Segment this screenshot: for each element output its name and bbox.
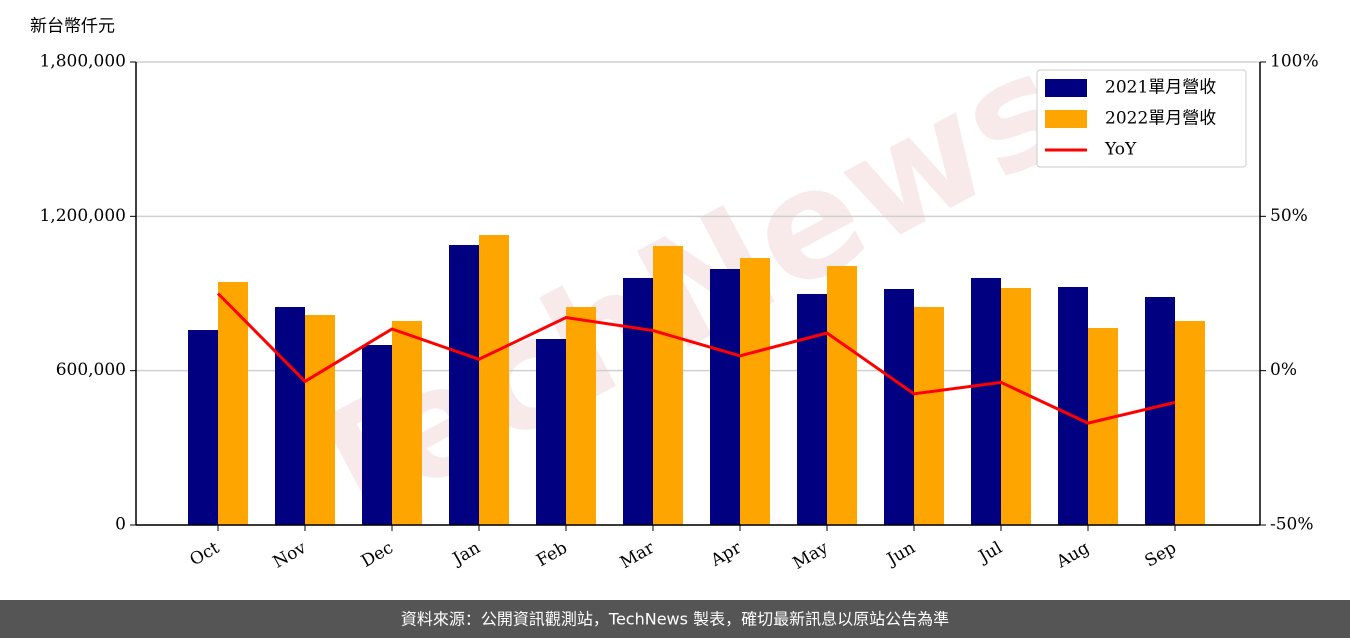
yoy-line [216, 292, 1176, 425]
x-tick-label: Jul [974, 538, 1006, 568]
legend-swatch [1045, 79, 1087, 97]
bar [653, 245, 683, 525]
bar [566, 307, 596, 525]
x-tick-label: May [790, 538, 833, 574]
bar [449, 244, 479, 525]
bar [536, 339, 566, 525]
y2-tick-label: 50% [1270, 206, 1308, 226]
y-tick-label: 1,800,000 [39, 52, 126, 72]
legend-box [1036, 69, 1247, 168]
legend-label: 2022單月營收 [1105, 109, 1216, 129]
bar [710, 268, 740, 525]
y2-tick-label: 100% [1270, 52, 1319, 72]
x-tick-label: Jun [882, 538, 919, 571]
legend-swatch [1045, 110, 1087, 128]
x-tick-label: Oct [187, 538, 223, 571]
y-tick-label: 600,000 [56, 360, 126, 380]
y-tick-label: 1,200,000 [39, 206, 126, 226]
bar [827, 266, 857, 525]
x-tick-label: Aug [1052, 538, 1093, 573]
bar [884, 288, 914, 525]
x-tick-label: Feb [533, 538, 571, 571]
bar [362, 344, 392, 525]
bar [797, 293, 827, 525]
bar [1001, 287, 1031, 525]
x-tick-label: Nov [270, 538, 310, 573]
footer-bar [0, 600, 1350, 638]
bar [1175, 320, 1205, 525]
y-tick-label: 0 [115, 515, 126, 535]
x-tick-label: Jan [448, 538, 484, 570]
bar [1145, 296, 1175, 525]
bar [914, 307, 944, 525]
bar [392, 320, 422, 525]
bar [305, 315, 335, 525]
footer: 資料來源：公開資訊觀測站，TechNews 製表，確切最新訊息以原站公告為準 [401, 610, 949, 629]
y2-tick-label: -50% [1270, 515, 1314, 535]
bar [188, 330, 218, 525]
x-tick-label: Mar [617, 537, 659, 573]
y-axis-label: 新台幣仟元 [30, 17, 115, 37]
legend-label: YoY [1104, 140, 1137, 160]
bar [275, 307, 305, 525]
bar [218, 282, 248, 525]
legend-label: 2021單月營收 [1105, 78, 1216, 98]
bar [740, 258, 770, 525]
bar [971, 277, 1001, 525]
y2-tick-label: 0% [1270, 360, 1297, 380]
bar [479, 235, 509, 525]
bar [623, 277, 653, 525]
x-tick-label: Apr [707, 537, 746, 571]
x-tick-label: Sep [1142, 538, 1180, 572]
bar [1088, 327, 1118, 525]
bar [1058, 286, 1088, 525]
